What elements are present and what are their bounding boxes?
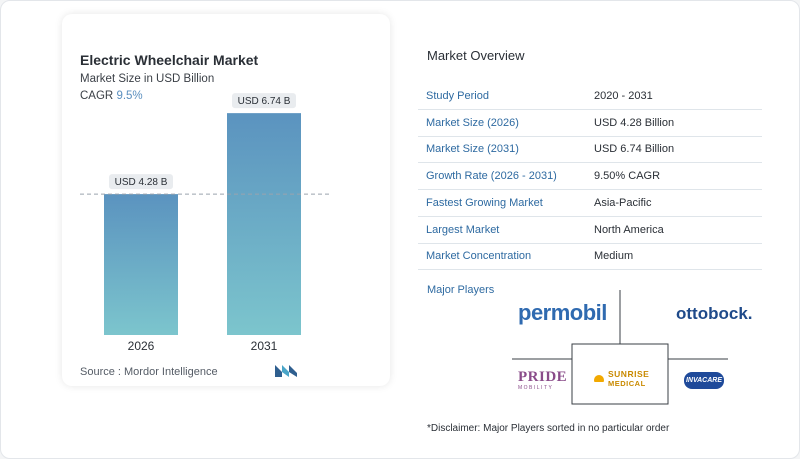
overview-key: Market Size (2031)	[426, 143, 519, 156]
data-label: USD 4.28 B	[115, 177, 168, 188]
chart-title: Electric Wheelchair Market	[80, 52, 259, 68]
overview-value: 9.50% CAGR	[594, 170, 661, 183]
overview-row: Market Concentration Medium	[418, 244, 762, 271]
cagr-value: 9.5%	[116, 90, 143, 102]
overview-key: Largest Market	[426, 223, 500, 236]
overview-row: Market Size (2026) USD 4.28 Billion	[418, 111, 762, 137]
pride-logo: PRIDE MOBILITY	[518, 369, 567, 391]
cagr-label: CAGR	[80, 90, 114, 102]
disclaimer: *Disclaimer: Major Players sorted in no …	[427, 423, 670, 434]
overview-key: Fastest Growing Market	[426, 196, 543, 209]
chart-subtitle: Market Size in USD Billion	[80, 73, 215, 85]
overview-key: Market Size (2026)	[426, 116, 519, 129]
overview-value: USD 4.28 Billion	[594, 116, 675, 129]
bar-2031	[227, 113, 301, 336]
pride-tagline: MOBILITY	[518, 385, 554, 391]
overview-row: Market Size (2031) USD 6.74 Billion	[418, 137, 762, 164]
ottobock-logo: ottobock.	[676, 304, 753, 323]
source-note: Source : Mordor Intelligence	[80, 366, 218, 378]
overview-row: Study Period 2020 - 2031	[418, 84, 762, 110]
data-label-box	[232, 93, 296, 109]
overview-value: North America	[594, 223, 664, 236]
data-label-box	[109, 174, 173, 190]
invacare-logo: INVACARE	[684, 372, 724, 389]
overview-value: 2020 - 2031	[594, 90, 653, 102]
overview-row: Fastest Growing Market Asia-Pacific	[418, 191, 762, 217]
overview-value: USD 6.74 Billion	[594, 143, 675, 156]
permobil-logo: permobil	[518, 300, 607, 325]
overview-value: Asia-Pacific	[594, 196, 652, 209]
bar-chart: USD 4.28 B 2026 USD 6.74 B 2031	[80, 93, 330, 353]
overview-key: Market Concentration	[426, 250, 532, 263]
overview-key: Study Period	[426, 90, 489, 102]
overview-row: Growth Rate (2026 - 2031) 9.50% CAGR	[418, 164, 762, 191]
overview-value: Medium	[594, 250, 634, 263]
mordor-intelligence-logo	[275, 365, 297, 377]
chart-cagr: CAGR 9.5%	[80, 90, 143, 102]
chart-card: Electric Wheelchair Market Market Size i…	[62, 14, 390, 386]
overview-key: Growth Rate (2026 - 2031)	[426, 170, 557, 183]
sun-icon	[592, 375, 606, 386]
bar-2026	[104, 194, 178, 335]
sunrise-medical-logo: SUNRISE MEDICAL	[592, 370, 649, 388]
x-tick-label: 2026	[128, 339, 155, 353]
overview-row: Largest Market North America	[418, 218, 762, 244]
sunrise-wordmark: SUNRISE	[608, 369, 650, 379]
data-label: USD 6.74 B	[238, 96, 291, 107]
x-tick-label: 2031	[251, 339, 278, 353]
overview-title: Market Overview	[427, 48, 525, 63]
pride-wordmark: PRIDE	[518, 369, 568, 385]
medical-wordmark: MEDICAL	[608, 379, 646, 388]
major-players-label: Major Players	[427, 284, 495, 296]
